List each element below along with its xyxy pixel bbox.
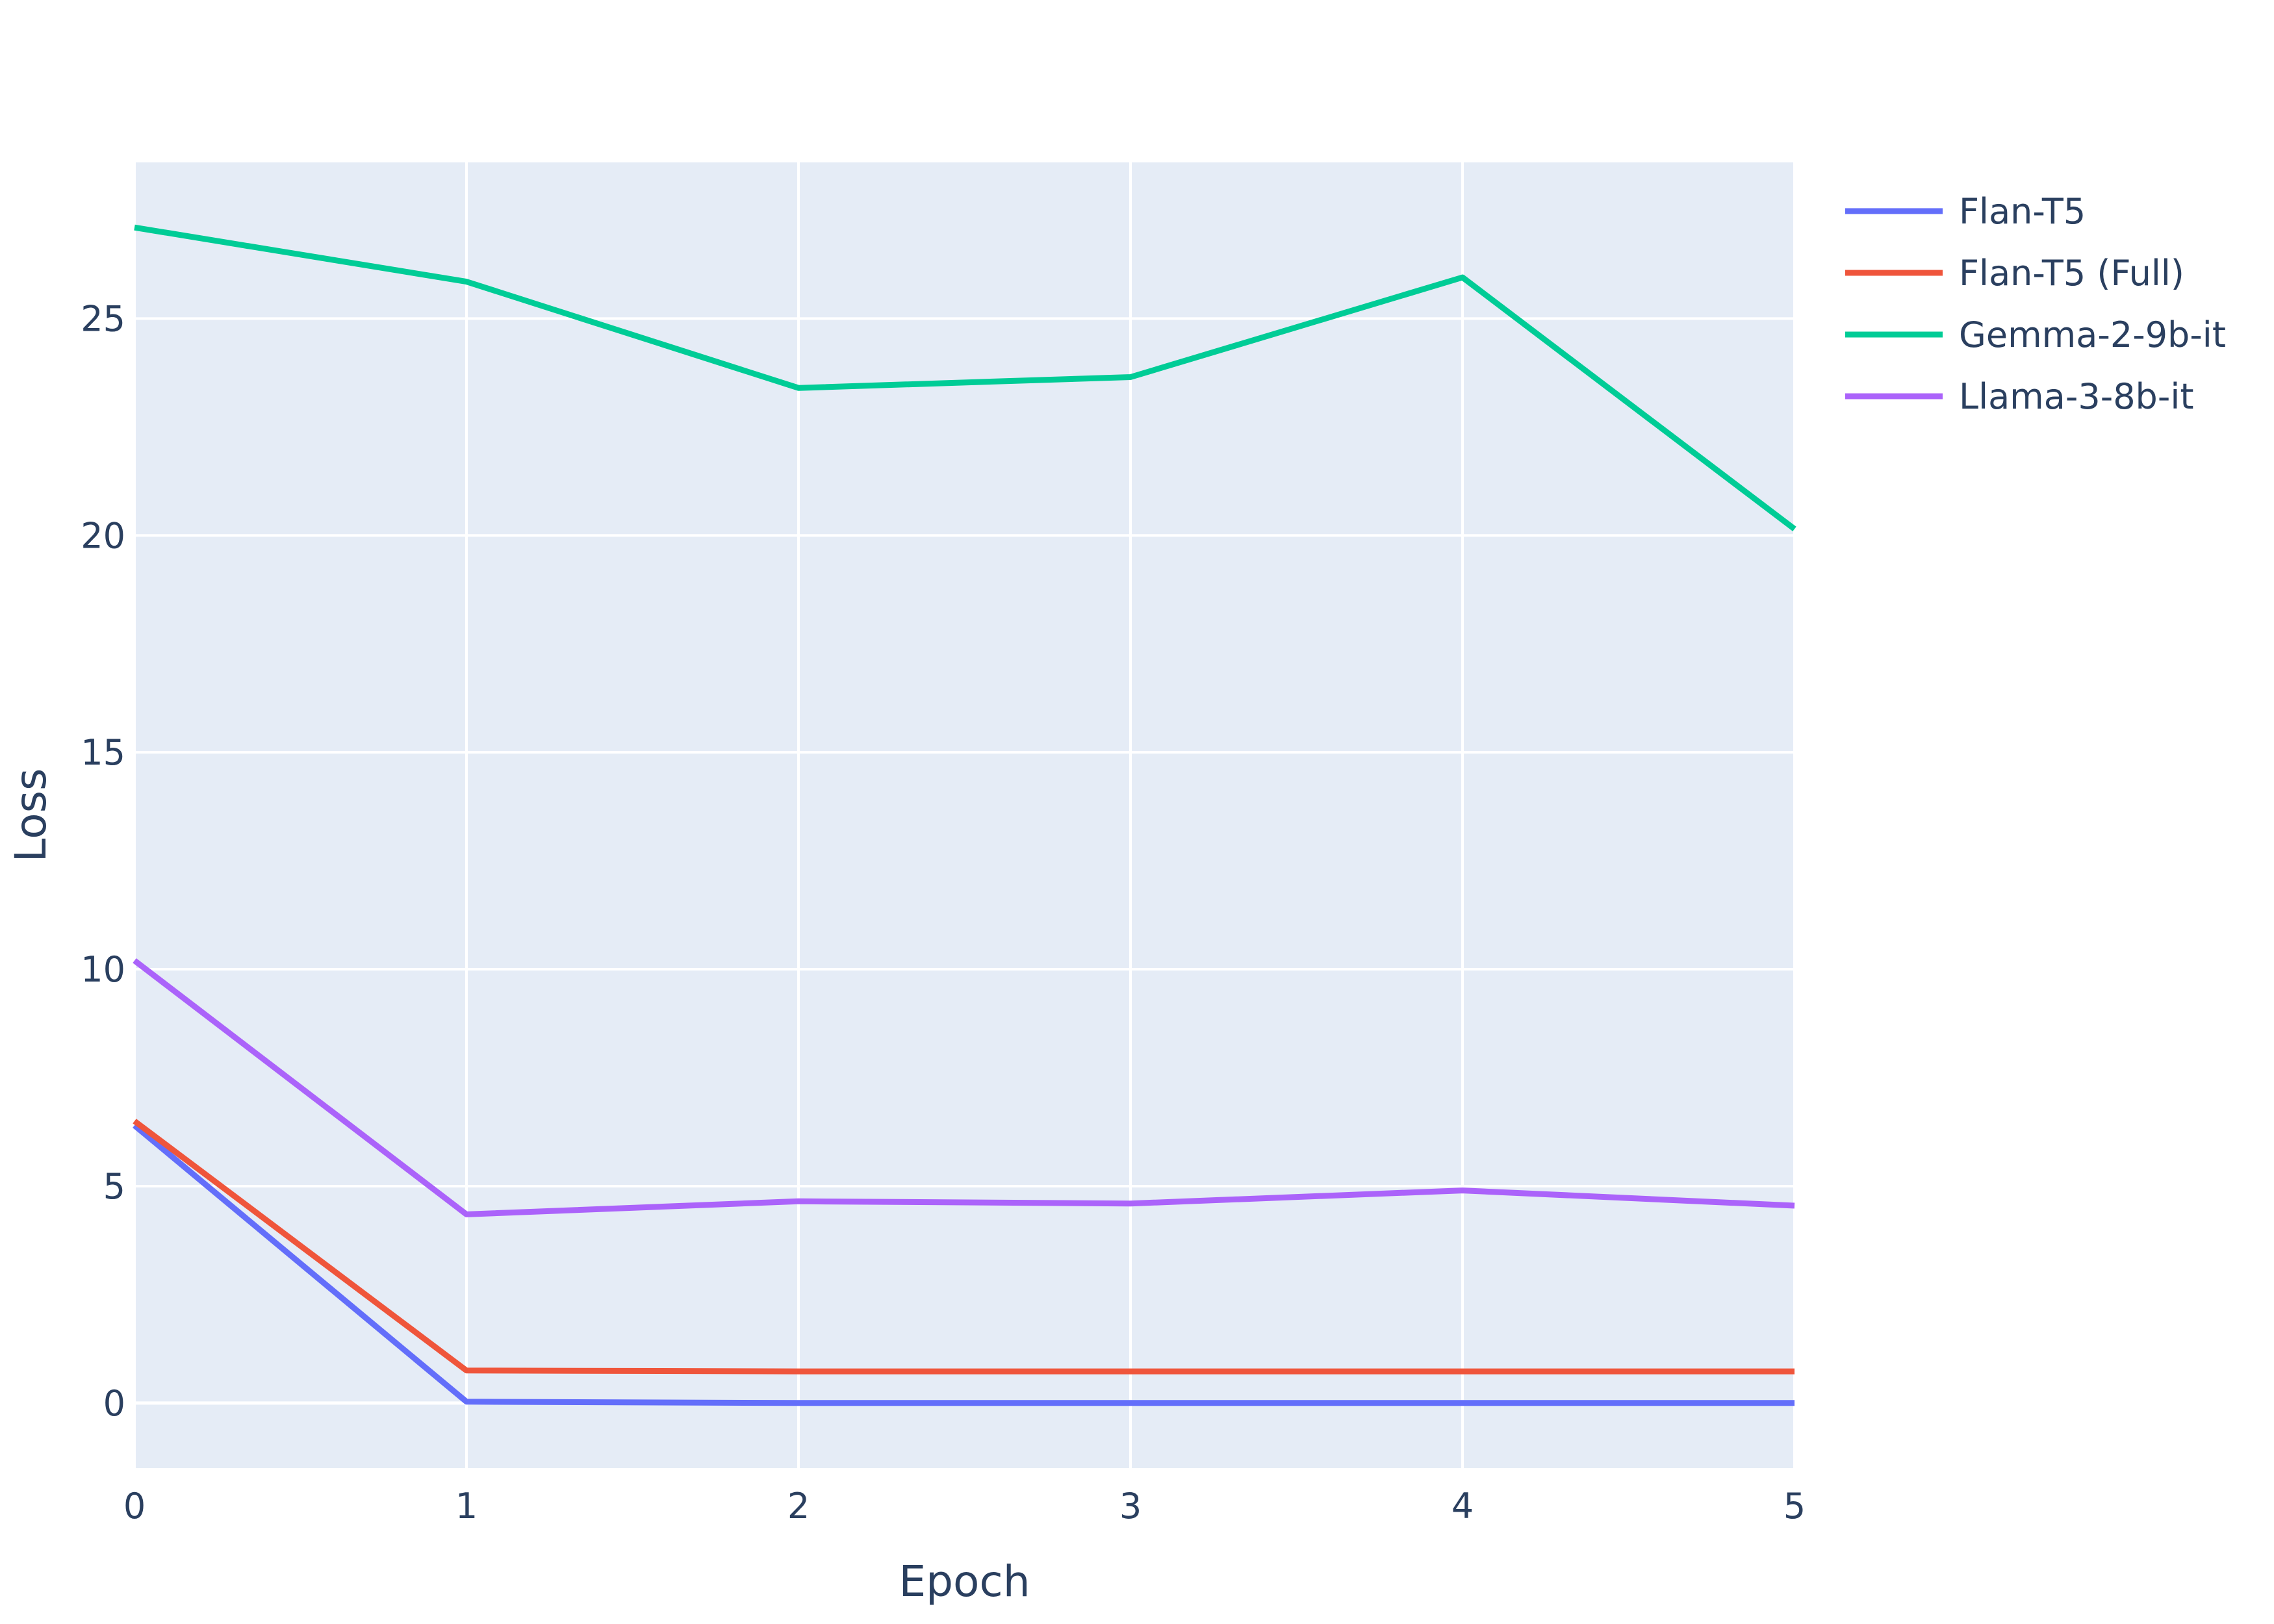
series-line[interactable] (133, 958, 1795, 1217)
legend-label: Flan-T5 (Full) (1959, 253, 2184, 294)
grid-lines (133, 162, 1796, 1468)
legend-item[interactable]: Flan-T5 (1845, 191, 2086, 232)
x-tick-label: 5 (1783, 1486, 1806, 1527)
legend-label: Llama-3-8b-it (1959, 376, 2194, 417)
series-lines (133, 224, 1796, 1406)
y-tick-label: 5 (103, 1166, 125, 1207)
series-line[interactable] (133, 1119, 1795, 1375)
x-tick-label: 3 (1119, 1486, 1142, 1527)
x-tick-label: 1 (455, 1486, 478, 1527)
x-axis-ticks: 0 1 2 3 4 5 (123, 1486, 1806, 1527)
series-line[interactable] (134, 224, 1796, 531)
legend-item[interactable]: Gemma-2-9b-it (1845, 314, 2226, 355)
legend-item[interactable]: Llama-3-8b-it (1845, 376, 2194, 417)
legend-label: Flan-T5 (1959, 191, 2086, 232)
y-tick-label: 15 (81, 732, 125, 773)
y-axis-title: Loss (6, 768, 56, 863)
y-tick-label: 0 (103, 1383, 125, 1424)
x-tick-label: 2 (787, 1486, 810, 1527)
x-tick-label: 4 (1451, 1486, 1474, 1527)
y-tick-label: 10 (81, 949, 125, 990)
series-line[interactable] (133, 1123, 1795, 1406)
plot-background (134, 162, 1795, 1468)
legend-item[interactable]: Flan-T5 (Full) (1845, 253, 2184, 294)
y-axis-ticks: 0 5 10 15 20 25 (81, 298, 125, 1423)
y-tick-label: 20 (81, 515, 125, 556)
legend-label: Gemma-2-9b-it (1959, 314, 2226, 355)
x-tick-label: 0 (123, 1486, 146, 1527)
y-tick-label: 25 (81, 298, 125, 339)
legend[interactable]: Flan-T5 Flan-T5 (Full) Gemma-2-9b-it Llama-… (1845, 191, 2226, 417)
x-axis-title: Epoch (899, 1556, 1030, 1606)
